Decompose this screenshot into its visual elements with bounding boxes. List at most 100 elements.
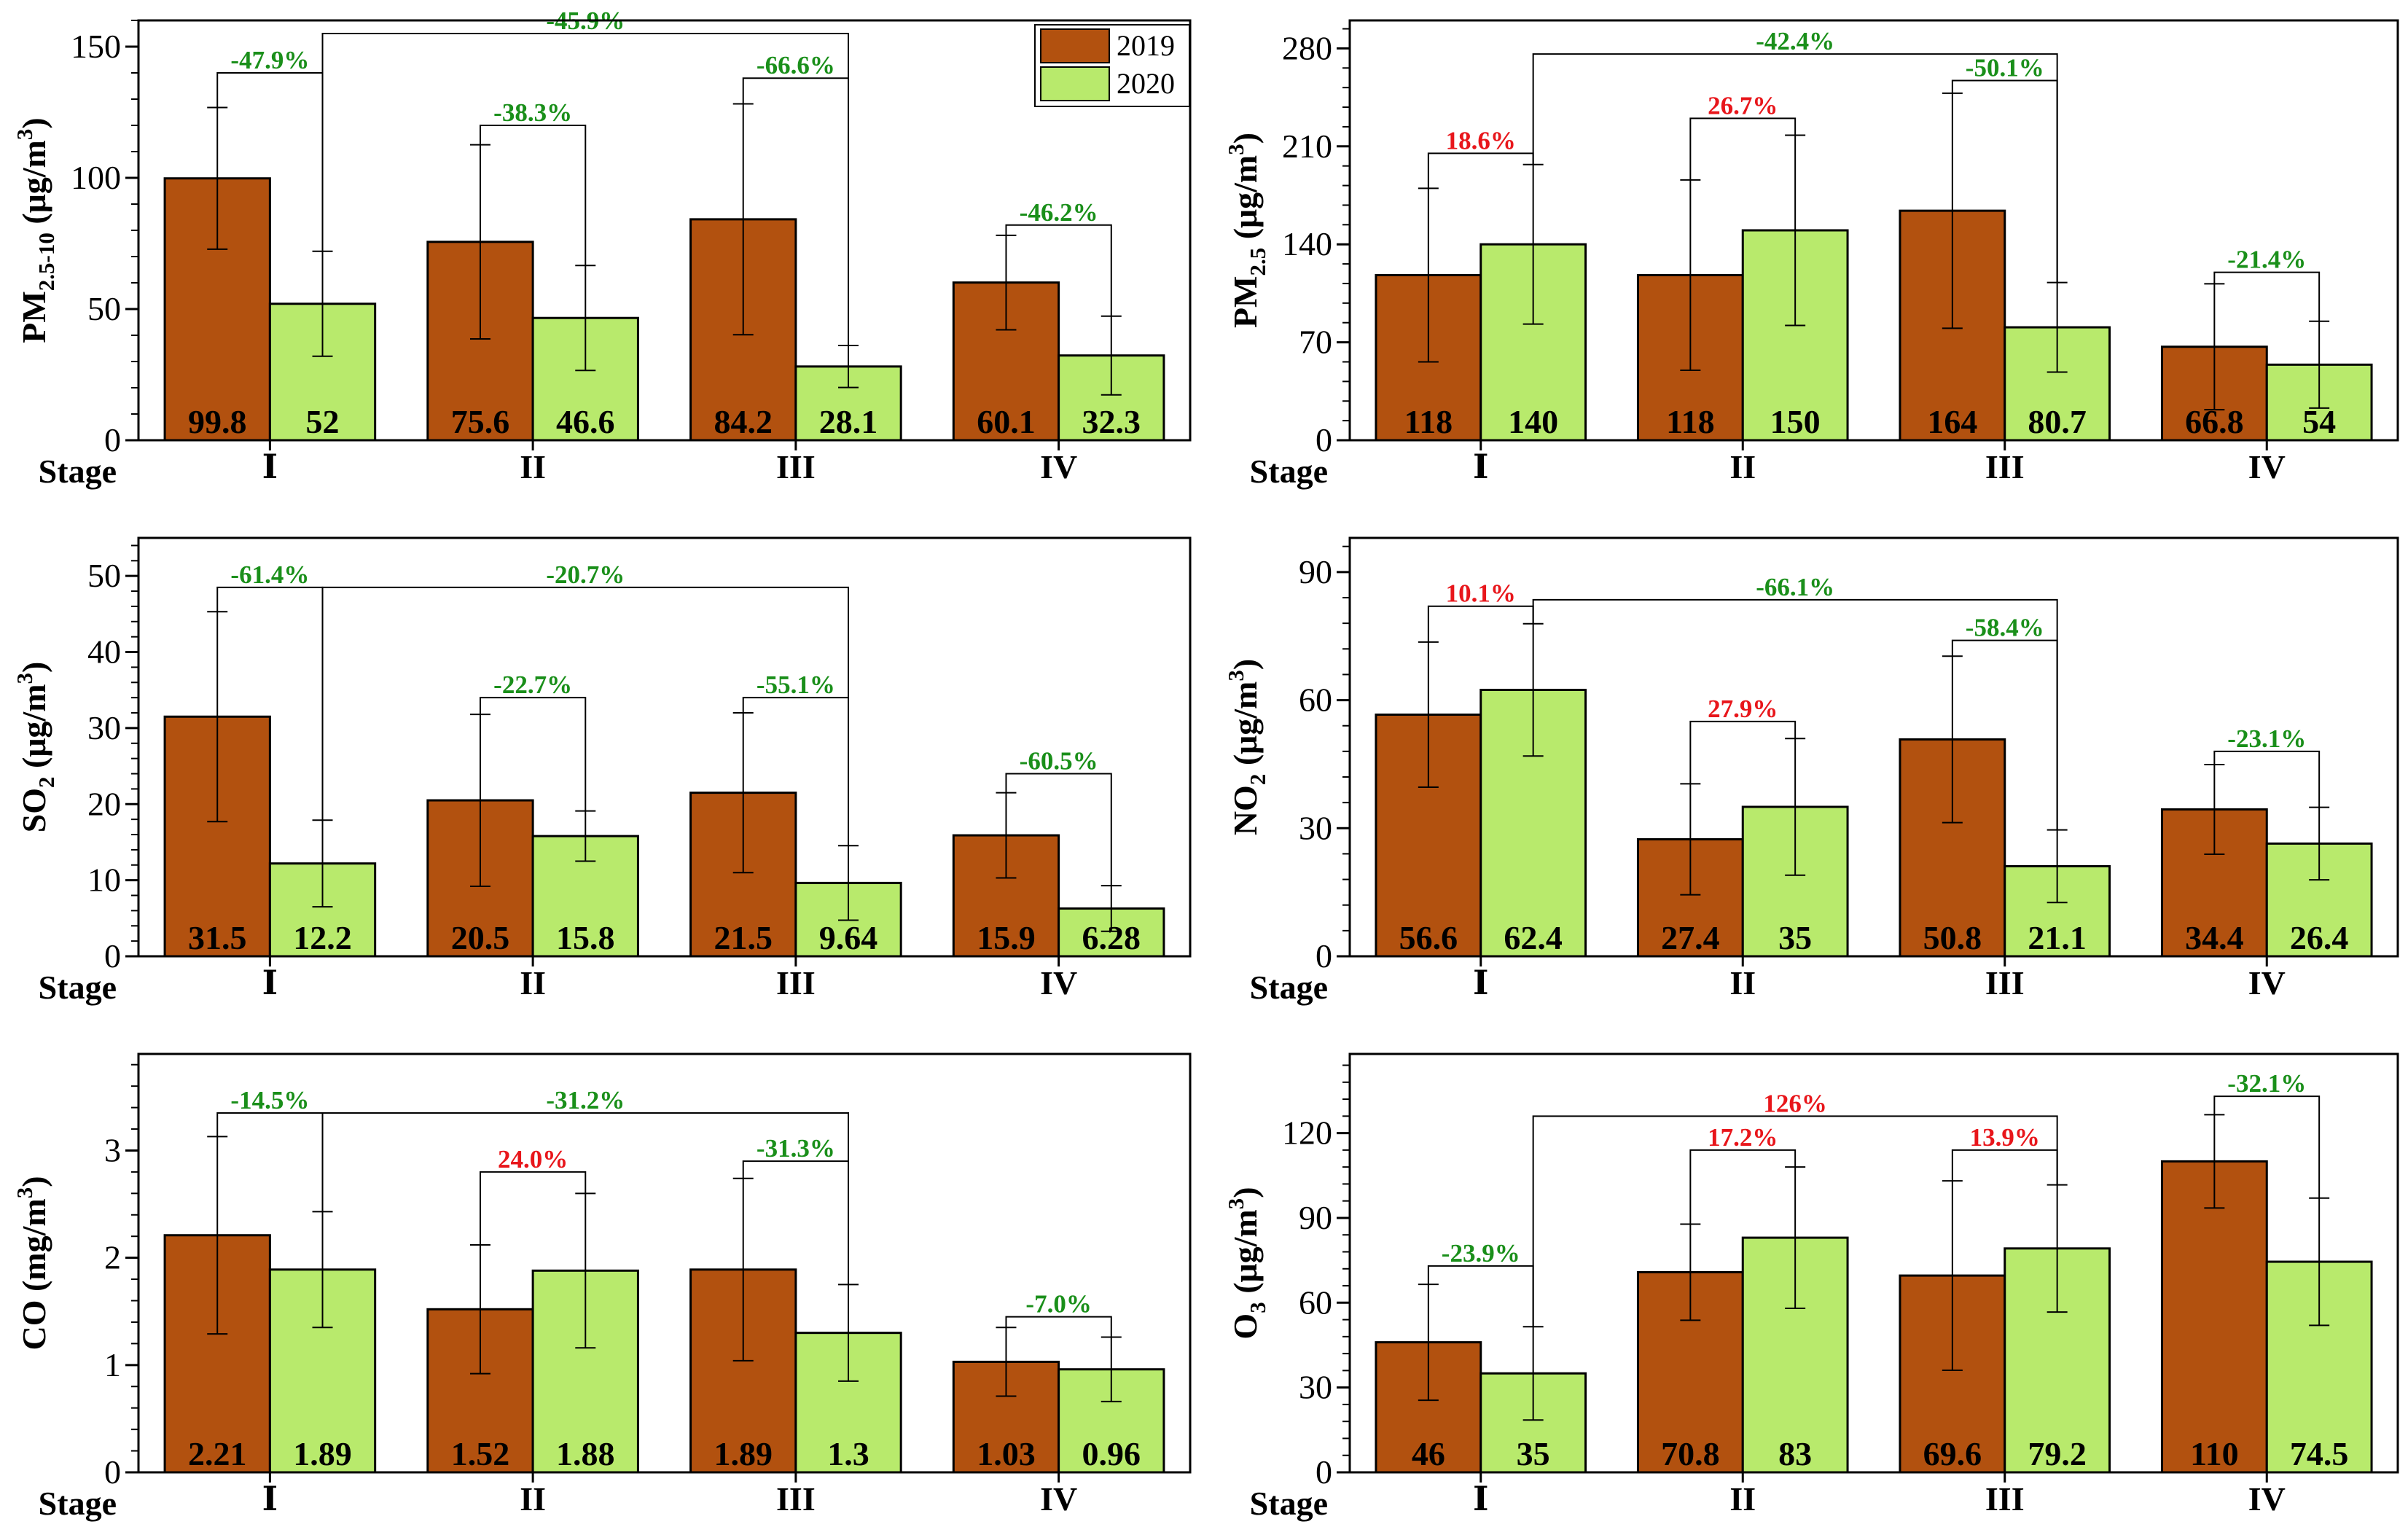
y-tick-label: 60	[1299, 1284, 1332, 1321]
y-tick-label: 40	[87, 633, 121, 671]
x-tick-label: Ⅰ	[1473, 1480, 1489, 1518]
y-axis-label-superscript: 3	[12, 673, 37, 684]
y-axis-label-unit: (μg/m	[1227, 155, 1264, 248]
y-axis-label-unit: (μg/m	[1227, 1209, 1264, 1302]
data-label: 12.2	[293, 919, 352, 956]
change-bracket	[479, 1171, 587, 1245]
percent-change-label: -21.4%	[2227, 246, 2306, 274]
percent-change-label: -38.3%	[493, 98, 572, 127]
y-axis-label-unit-close: )	[1227, 133, 1264, 144]
y-tick-label: 30	[87, 709, 121, 746]
x-tick-label: II	[520, 964, 546, 1001]
change-bracket	[742, 1160, 850, 1285]
x-tick-label: III	[776, 448, 816, 485]
y-tick-label: 0	[104, 421, 121, 458]
percent-change-label: -58.4%	[1966, 614, 2044, 642]
plot-frame	[1348, 19, 2399, 442]
change-bracket	[321, 586, 850, 846]
change-bracket	[321, 33, 850, 346]
change-bracket	[1689, 720, 1797, 784]
chart-panel-5: 2.21 1.52 1.89 1.03 1.89 1.88 1.3 0.96 -14.5% 24.…	[12, 1052, 1192, 1522]
plot-frame	[1348, 1052, 2399, 1474]
change-bracket	[1005, 1316, 1112, 1337]
y-axis-label-subscript: 2	[34, 776, 59, 788]
x-tick-label: Ⅰ	[1473, 964, 1489, 1001]
data-label: 62.4	[1504, 919, 1563, 956]
legend: 2019 2020	[1034, 24, 1190, 107]
plot-frame	[137, 536, 1192, 958]
y-tick-label: 90	[1299, 553, 1332, 590]
chart-panel-4: 56.6 27.4 50.8 34.4 62.4 35 21.1 26.4 10.1% 27.9%…	[1223, 536, 2399, 1006]
y-tick-label: 120	[1282, 1114, 1332, 1152]
percent-change-label: 26.7%	[1708, 91, 1778, 120]
x-tick-label: Ⅰ	[1473, 448, 1489, 485]
change-bracket	[1532, 598, 2058, 830]
data-label: 84.2	[714, 403, 773, 440]
data-label: 69.6	[1923, 1435, 1982, 1472]
data-label: 21.5	[714, 919, 773, 956]
x-tick-label: IV	[2248, 1480, 2286, 1518]
data-label: 118	[1666, 403, 1714, 440]
data-label: 15.9	[977, 919, 1036, 956]
x-tick-label: IV	[1040, 964, 1077, 1001]
y-tick-label: 280	[1282, 29, 1332, 66]
change-bracket	[1005, 224, 1112, 316]
change-bracket	[479, 125, 587, 266]
y-tick-label: 30	[1299, 1369, 1332, 1406]
y-tick-label: 50	[87, 290, 121, 327]
data-label: 79.2	[2028, 1435, 2087, 1472]
percent-change-label: -23.9%	[1442, 1239, 1520, 1268]
percent-change-label: 27.9%	[1708, 695, 1778, 723]
percent-change-label: 17.2%	[1708, 1123, 1778, 1152]
y-tick-label: 0	[104, 937, 121, 974]
x-axis-title: Stage	[39, 969, 117, 1006]
change-bracket	[1689, 1149, 1797, 1225]
y-axis-label-main: PM	[15, 291, 52, 343]
y-tick-label: 2	[104, 1239, 121, 1276]
data-label: 6.28	[1082, 919, 1141, 956]
x-tick-label: II	[1729, 448, 1756, 485]
change-bracket	[1427, 152, 1534, 189]
x-tick-label: II	[1729, 1480, 1756, 1518]
change-bracket	[1689, 117, 1797, 180]
percent-change-label: -47.9%	[230, 46, 309, 74]
y-axis-label-subscript: 2	[1245, 774, 1270, 786]
x-tick-label: II	[1729, 964, 1756, 1001]
legend-swatch-2019	[1040, 28, 1110, 63]
data-label: 35	[1517, 1435, 1550, 1472]
y-tick-label: 140	[1282, 225, 1332, 262]
percent-change-label: -60.5%	[1020, 747, 1098, 776]
data-label: 54	[2302, 403, 2336, 440]
change-bracket	[216, 1112, 324, 1212]
y-axis-label-subscript: 3	[1245, 1302, 1270, 1313]
change-bracket	[479, 697, 587, 811]
data-label: 118	[1404, 403, 1453, 440]
data-label: 80.7	[2028, 403, 2087, 440]
change-bracket	[1427, 605, 1534, 642]
y-axis-label-superscript: 3	[1223, 144, 1248, 155]
y-axis-label-unit: (μg/m	[15, 140, 52, 233]
y-axis-label: PM2.5 (μg/m3)	[1223, 133, 1270, 328]
data-label: 46.6	[556, 403, 615, 440]
percent-change-label: 24.0%	[498, 1145, 568, 1173]
data-label: 1.52	[451, 1435, 510, 1472]
percent-change-label: -50.1%	[1966, 54, 2044, 82]
x-tick-label: II	[520, 448, 546, 485]
x-axis-title: Stage	[39, 1485, 117, 1522]
x-tick-label: III	[1985, 964, 2025, 1001]
x-axis-title: Stage	[1250, 1485, 1328, 1522]
data-label: 2.21	[188, 1435, 247, 1472]
data-label: 60.1	[977, 403, 1036, 440]
y-axis-label: O3 (μg/m3)	[1223, 1187, 1270, 1339]
x-tick-label: IV	[2248, 964, 2286, 1001]
y-axis-label-main: O	[1227, 1313, 1264, 1340]
data-label: 99.8	[188, 403, 247, 440]
data-label: 110	[2190, 1435, 2238, 1472]
percent-change-label: -7.0%	[1025, 1290, 1091, 1319]
y-tick-label: 150	[71, 28, 121, 65]
percent-change-label: -31.2%	[546, 1086, 625, 1114]
y-tick-label: 0	[1316, 1453, 1332, 1491]
x-tick-label: IV	[1040, 1480, 1077, 1518]
percent-change-label: -31.3%	[757, 1134, 835, 1163]
